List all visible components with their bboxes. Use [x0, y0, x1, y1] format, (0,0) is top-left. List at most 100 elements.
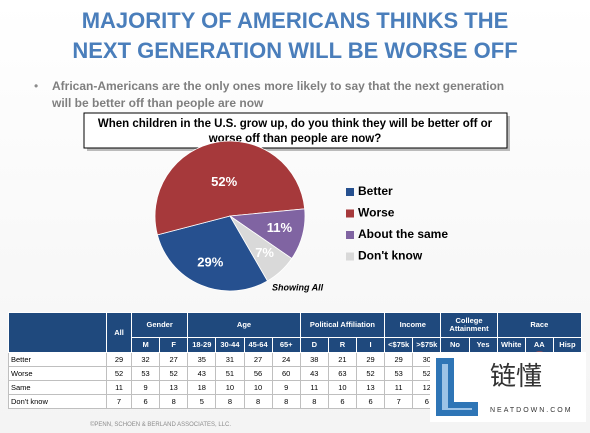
table-cell: 35 [187, 352, 217, 367]
table-cell: 11 [384, 380, 414, 395]
slide-graphics: MAJORITY OF AMERICANS THINKS THE NEXT GE… [34, 8, 518, 293]
table-cell: 9 [130, 380, 161, 395]
question: When children in the U.S. grow up, do yo… [98, 118, 493, 130]
table-cell: 10 [215, 380, 245, 395]
table-cell: 53 [130, 366, 161, 381]
table-cell: 7 [384, 394, 414, 409]
table-cell: 10 [243, 380, 273, 395]
bullet-text: African-Americans are the only ones more… [52, 79, 504, 93]
legend-label: Worse [358, 206, 395, 220]
group-header: Political Affiliation [299, 312, 386, 338]
legend-label: Better [358, 184, 393, 198]
table-cell: 9 [271, 380, 301, 395]
pie-slice [229, 215, 293, 282]
table-cell: 43 [187, 366, 217, 381]
question: worse off than people are now? [208, 133, 382, 145]
row-label: Same [8, 380, 107, 395]
footer: ©PENN, SCHOEN & BERLAND ASSOCIATES, LLC. [90, 422, 232, 428]
column-header: White [496, 337, 526, 353]
table-cell: 52 [106, 366, 132, 381]
legend-label: About the same [358, 227, 448, 241]
column-header: Yes [468, 337, 498, 353]
bullet-text: will be better off than people are now [51, 96, 264, 110]
table-cell: 51 [215, 366, 245, 381]
table-cell: 63 [327, 366, 358, 381]
title: MAJORITY OF AMERICANS THINKS THE [82, 8, 509, 33]
table-cell: 29 [106, 352, 132, 367]
group-header: Gender [130, 312, 189, 338]
column-row: M F 18-29 30-44 45-64 65+ D R I <$75k >$75k No Yes Wh… [9, 337, 583, 353]
corner-cell [8, 312, 107, 353]
group-header: Age [187, 312, 301, 338]
group-header: Income [384, 312, 442, 338]
column-header: <$75k [384, 337, 414, 353]
watermark-logo: 链懂 NEATDOWN.COM [436, 358, 573, 416]
column-header: R [327, 337, 358, 353]
question-box [83, 112, 508, 149]
title: NEXT GENERATION WILL BE WORSE OFF [72, 38, 517, 63]
row-label: Better [8, 352, 107, 367]
table-cell: 31 [215, 352, 245, 367]
column-header: 65+ [271, 337, 301, 353]
table-cell: 32 [130, 352, 161, 367]
table-cell: 11 [299, 380, 329, 395]
table-cell: 7 [106, 394, 132, 409]
group-row: All Gender Age Political Affiliation Income C… [8, 312, 583, 353]
table-cell: 13 [355, 380, 386, 395]
table-cell: 29 [384, 352, 414, 367]
pie-note: Showing All [272, 282, 324, 292]
table-cell: 53 [384, 366, 414, 381]
table-cell: 5 [187, 394, 217, 409]
legend-swatch [346, 188, 354, 196]
table-cell: 43 [299, 366, 329, 381]
table-head: All Gender Age Political Affiliation Income C… [8, 312, 583, 353]
table-cell: 8 [215, 394, 245, 409]
table-cell: 24 [271, 352, 301, 367]
table-cell: 6 [355, 394, 386, 409]
column-header: M [130, 337, 161, 353]
all-header: All [106, 312, 132, 353]
data-label: 7% [255, 245, 274, 260]
row-label: Worse [8, 366, 107, 381]
data-label: 11% [267, 220, 293, 235]
column-header: No [440, 337, 470, 353]
column-header: 30-44 [215, 337, 245, 353]
table-cell: 56 [243, 366, 273, 381]
legend-label: Don't know [358, 249, 423, 263]
watermark-name: 链懂 [490, 361, 542, 391]
table-cell: 8 [299, 394, 329, 409]
table-cell: 60 [271, 366, 301, 381]
watermark-site: NEATDOWN.COM [490, 407, 573, 414]
column-header: I [355, 337, 386, 353]
group-header: Race [496, 312, 583, 338]
table-cell: 52 [159, 366, 189, 381]
column-header: Hisp [552, 337, 583, 353]
table-cell: 8 [159, 394, 189, 409]
column-header: 45-64 [243, 337, 273, 353]
group-header: College Attainment [440, 312, 498, 338]
legend-swatch [346, 252, 354, 261]
bullet-mark: • [34, 79, 38, 93]
table-cell: 6 [130, 394, 161, 409]
row-label: Don't know [8, 394, 107, 409]
table-cell: 11 [106, 380, 132, 395]
pie-slice [154, 140, 306, 236]
column-header: F [159, 337, 189, 353]
table-cell: 29 [355, 352, 386, 367]
column-header: >$75k [412, 337, 442, 353]
data-label: 29% [197, 254, 223, 269]
table-cell: 6 [327, 394, 358, 409]
table-cell: 13 [159, 380, 189, 395]
legend-swatch [346, 209, 354, 218]
table-cell: 18 [187, 380, 217, 395]
column-header: D [299, 337, 329, 353]
watermark: 链懂 NEATDOWN.COM [430, 352, 586, 422]
table-cell: 21 [327, 352, 358, 367]
table-cell: 8 [243, 394, 273, 409]
column-header: 18-29 [187, 337, 217, 353]
table-cell: 27 [159, 352, 189, 367]
data-label: 52% [211, 174, 237, 189]
table-cell: 38 [299, 352, 329, 367]
table-cell: 27 [243, 352, 273, 367]
